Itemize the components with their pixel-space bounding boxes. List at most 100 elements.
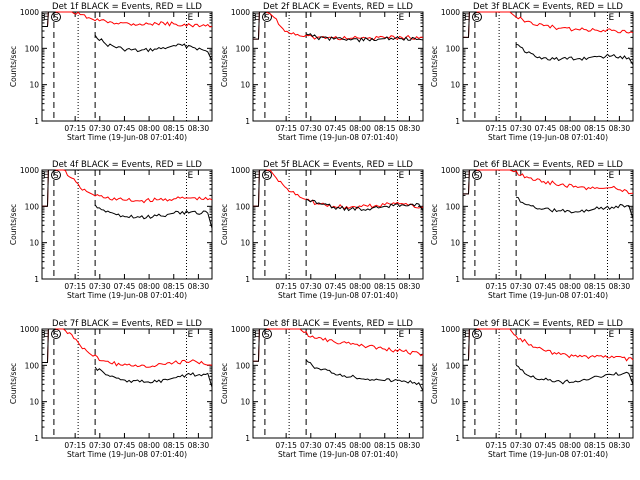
panel-det-4f: Det 4f BLACK = Events, RED = LLD 1 10 100 10…	[9, 160, 213, 300]
series-events-line	[253, 169, 424, 212]
y-tick-label: 1	[245, 117, 250, 126]
annotation-E: E	[254, 171, 260, 181]
x-tick-label: 07:45	[535, 282, 557, 291]
y-tick-label: 1	[245, 434, 250, 443]
panel-det-2f: Det 2f BLACK = Events, RED = LLD 1 10 100 10…	[220, 2, 424, 142]
x-tick-label: 08:15	[584, 282, 606, 291]
x-tick-label: 08:30	[188, 441, 210, 450]
y-tick-label: 100	[446, 361, 461, 370]
y-tick-label: 100	[25, 44, 40, 53]
y-tick-label: 1	[34, 117, 39, 126]
x-tick-label: 08:00	[138, 282, 160, 291]
x-tick-label: 08:15	[374, 124, 396, 133]
x-tick-label: 07:15	[275, 124, 297, 133]
x-tick-label: 08:30	[399, 282, 421, 291]
x-tick-label: 07:30	[300, 282, 322, 291]
series-events-line	[463, 328, 634, 385]
x-tick-label: 07:15	[485, 441, 507, 450]
x-tick-label: 07:30	[89, 282, 111, 291]
series-lld-line	[463, 328, 634, 362]
x-tick-label: 08:30	[188, 124, 210, 133]
x-tick-label: 07:15	[485, 124, 507, 133]
annotation-S: S	[474, 171, 479, 180]
panel-title: Det 8f BLACK = Events, RED = LLD	[263, 319, 413, 329]
series-lld-line	[253, 328, 424, 362]
x-axis-label: Start Time (19-Jun-08 07:01:40)	[278, 450, 398, 459]
x-tick-label: 07:30	[89, 124, 111, 133]
annotation-E: E	[464, 13, 470, 23]
y-tick-label: 1000	[20, 325, 39, 334]
panel-title: Det 9f BLACK = Events, RED = LLD	[473, 319, 623, 329]
plot-frame	[41, 11, 213, 122]
series-events-line	[463, 11, 634, 66]
panel-title: Det 1f BLACK = Events, RED = LLD	[52, 2, 202, 12]
x-tick-label: 07:45	[325, 124, 347, 133]
y-tick-label: 10	[29, 398, 39, 407]
y-tick-label: 10	[29, 81, 39, 90]
x-tick-label: 08:00	[559, 124, 581, 133]
x-tick-label: 07:45	[114, 124, 136, 133]
x-tick-label: 07:30	[510, 282, 532, 291]
y-tick-label: 100	[236, 361, 251, 370]
x-tick-label: 07:15	[64, 441, 86, 450]
x-tick-label: 07:15	[275, 282, 297, 291]
x-tick-label: 07:45	[535, 124, 557, 133]
x-tick-label: 08:30	[399, 124, 421, 133]
x-tick-label: 08:30	[609, 124, 631, 133]
panel-det-3f: Det 3f BLACK = Events, RED = LLD 1 10 100 10…	[430, 2, 634, 142]
x-tick-label: 07:30	[510, 124, 532, 133]
x-tick-label: 07:30	[300, 124, 322, 133]
x-tick-label: 08:30	[609, 441, 631, 450]
panel-det-7f: Det 7f BLACK = Events, RED = LLD 1 10 100 10…	[9, 319, 213, 459]
annotation-E: E	[609, 13, 615, 23]
plot-frame	[41, 328, 213, 439]
x-tick-label: 08:15	[584, 124, 606, 133]
annotation-S: S	[264, 13, 269, 22]
x-tick-label: 07:15	[64, 124, 86, 133]
x-axis-label: Start Time (19-Jun-08 07:01:40)	[488, 291, 608, 300]
x-tick-label: 08:00	[559, 282, 581, 291]
annotation-E: E	[254, 330, 260, 340]
panel-title: Det 7f BLACK = Events, RED = LLD	[52, 319, 202, 329]
y-tick-label: 1	[455, 434, 460, 443]
x-tick-label: 08:00	[559, 441, 581, 450]
y-axis-label: Counts/sec	[430, 204, 439, 245]
series-events-line	[42, 11, 213, 62]
y-tick-label: 100	[25, 202, 40, 211]
y-axis-label: Counts/sec	[9, 46, 18, 87]
x-tick-label: 07:45	[114, 441, 136, 450]
panel-det-1f: Det 1f BLACK = Events, RED = LLD 1 10 100 10…	[9, 2, 213, 142]
x-tick-label: 08:30	[188, 282, 210, 291]
y-tick-label: 100	[236, 44, 251, 53]
x-axis-label: Start Time (19-Jun-08 07:01:40)	[67, 291, 187, 300]
y-axis-label: Counts/sec	[9, 204, 18, 245]
y-tick-label: 1000	[20, 8, 39, 17]
panel-det-8f: Det 8f BLACK = Events, RED = LLD 1 10 100 10…	[220, 319, 424, 459]
x-tick-label: 08:15	[374, 441, 396, 450]
y-tick-label: 1000	[231, 8, 250, 17]
annotation-E: E	[399, 171, 405, 181]
y-tick-label: 100	[446, 44, 461, 53]
y-axis-label: Counts/sec	[220, 363, 229, 404]
annotation-E: E	[43, 330, 49, 340]
series-lld-line	[42, 11, 213, 28]
series-lld-line	[463, 169, 634, 195]
x-tick-label: 07:30	[300, 441, 322, 450]
x-tick-label: 07:45	[114, 282, 136, 291]
series-events-line	[253, 11, 424, 43]
x-tick-label: 08:00	[349, 441, 371, 450]
y-tick-label: 10	[450, 81, 460, 90]
x-tick-label: 08:15	[163, 124, 185, 133]
panel-title: Det 6f BLACK = Events, RED = LLD	[473, 160, 623, 170]
y-tick-label: 100	[446, 202, 461, 211]
annotation-E: E	[609, 171, 615, 181]
panel-title: Det 4f BLACK = Events, RED = LLD	[52, 160, 202, 170]
annotation-S: S	[474, 13, 479, 22]
x-axis-label: Start Time (19-Jun-08 07:01:40)	[278, 291, 398, 300]
y-tick-label: 100	[25, 361, 40, 370]
y-tick-label: 10	[240, 81, 250, 90]
series-events-line	[253, 328, 424, 391]
y-tick-label: 10	[450, 398, 460, 407]
y-tick-label: 1000	[20, 166, 39, 175]
x-tick-label: 07:45	[535, 441, 557, 450]
